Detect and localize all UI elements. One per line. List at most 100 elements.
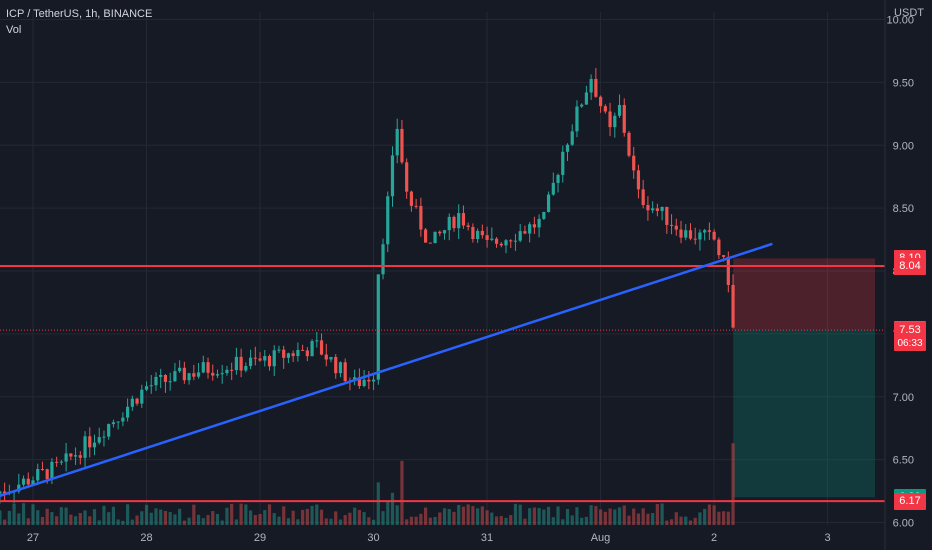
candle-body [367,379,371,382]
volume-label: Vol [6,24,22,36]
candle-body [315,340,319,342]
volume-bar [419,513,423,525]
volume-bar [409,516,414,525]
candle-body [187,373,191,381]
volume-bar [17,513,21,525]
y-tick-label: 6.50 [893,455,914,467]
volume-bar [353,507,357,525]
x-tick-label: 28 [140,532,152,544]
candle-body [192,373,196,377]
candle-body [423,229,428,243]
candle-body [627,132,631,156]
candle-body [201,362,205,373]
volume-bar [59,507,63,525]
candle-body [433,231,437,244]
volume-bar [551,517,555,525]
candle-body [665,206,669,225]
volume-bar [83,510,87,525]
volume-bar [144,504,149,525]
volume-bar [371,519,376,525]
candle-body [168,381,172,383]
candle-body [395,128,399,156]
candle-body [584,92,589,105]
candle-body [636,170,641,190]
candle-body [182,367,186,381]
candle-body [452,216,456,229]
candle-body [490,238,494,240]
volume-bar [594,506,598,525]
candle-body [291,353,295,357]
volume-bar [92,509,97,525]
candle-body [36,469,40,481]
volume-bar [428,517,432,525]
candle-body [717,239,721,256]
candle-body [556,174,560,183]
volume-bar [64,507,68,525]
candle-body [31,480,35,485]
candle-body [409,191,414,206]
volume-bar [471,506,475,525]
candle-body [438,231,442,234]
candle-body [178,367,182,372]
volume-bar [253,514,257,525]
volume-bar [230,503,234,525]
y-tick-label: 9.50 [893,77,914,89]
candle-body [17,484,21,492]
candle-body [83,436,87,458]
candle-body [263,355,267,361]
candle-body [613,115,617,128]
candle-body [400,128,404,163]
candle-body [163,374,168,382]
candle-body [499,243,503,246]
volume-bar [674,512,678,525]
symbol-title: ICP / TetherUS, 1h, BINANCE [6,8,153,20]
volume-bar [703,508,707,525]
volume-bar [660,503,664,525]
volume-bar [319,509,324,525]
candle-body [632,155,636,171]
volume-bar [603,511,607,525]
volume-bar [88,516,92,525]
volume-bar [707,504,711,525]
volume-bar [26,518,30,525]
candle-body [528,224,532,234]
volume-bar [12,503,16,525]
volume-bar [655,504,659,525]
x-tick-label: Aug [591,532,611,544]
candle-body [40,469,45,471]
volume-bar [721,511,726,525]
volume-bar [329,518,333,525]
volume-bar [622,505,626,525]
candle-body [509,240,513,242]
candle-body [272,350,276,367]
candle-body [267,355,272,367]
volume-bar [433,516,437,525]
candle-body [466,225,470,227]
candle-body [693,238,697,240]
candle-body [570,131,574,145]
volume-bar [159,509,163,525]
candle-body [565,144,570,152]
candle-body [329,357,333,360]
candle-body [111,422,116,425]
candle-body [338,362,343,374]
candle-body [580,104,584,107]
volume-bar [405,519,409,525]
volume-bar [376,482,380,525]
volume-bar [641,508,645,525]
volume-bar [499,516,503,525]
candle-body [480,230,484,236]
candle-body [386,196,390,245]
price-tag: 8.04 [894,257,926,275]
candle-body [26,478,30,485]
candle-body [135,398,139,404]
volume-bar [485,510,489,525]
volume-bar [565,508,570,525]
candle-body [608,111,612,128]
candle-body [121,417,125,422]
volume-bar [608,508,612,525]
candle-body [419,205,423,230]
candle-body [253,357,257,359]
